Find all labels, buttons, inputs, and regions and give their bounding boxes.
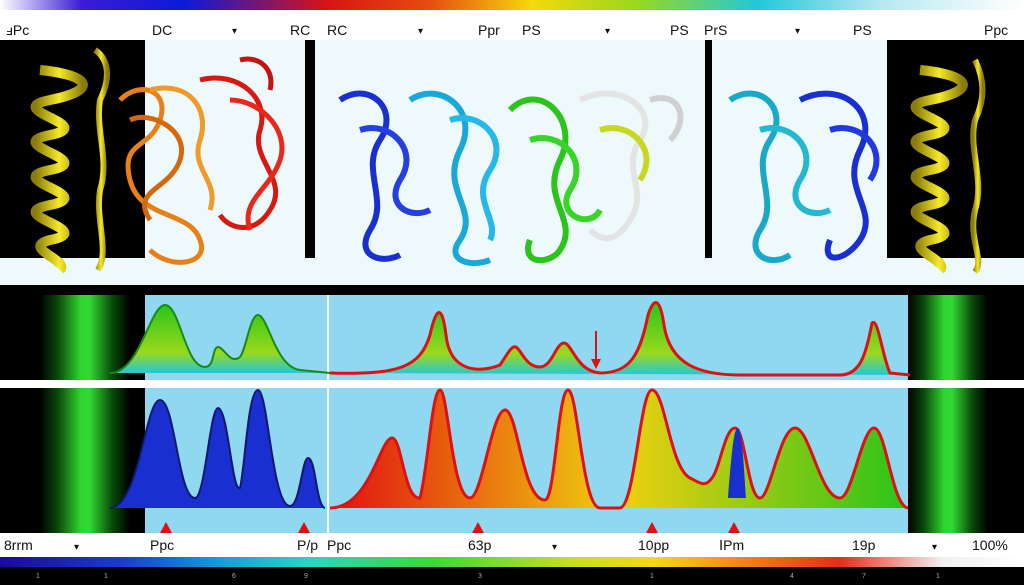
spectrum-1-left-column bbox=[40, 295, 130, 380]
header-label-9: PS bbox=[853, 22, 872, 38]
spectrum-1-divider bbox=[327, 295, 329, 380]
band-gap-2 bbox=[0, 380, 1024, 388]
prs-protein-icon bbox=[728, 90, 880, 264]
spectrum-2-left-column bbox=[40, 388, 130, 533]
scale-tick-4: 9 bbox=[304, 573, 308, 580]
header-label-4: RC bbox=[327, 22, 348, 38]
spectrum-2-divider bbox=[327, 388, 329, 533]
header-tick-3: ▾ bbox=[605, 26, 611, 37]
footer-label-5: 63p bbox=[468, 537, 492, 553]
header-label-2: DC bbox=[152, 22, 173, 38]
ps-protein-icon bbox=[338, 90, 684, 267]
header-label-3: RC bbox=[290, 22, 311, 38]
scale-tick-8: 7 bbox=[862, 573, 866, 580]
header-label-8: PrS bbox=[704, 22, 728, 38]
footer-label-7: ⅠPm bbox=[719, 537, 745, 553]
footer-tick-1: ▾ bbox=[74, 542, 80, 553]
band-gap-1 bbox=[0, 285, 1024, 295]
left-helix-icon bbox=[30, 47, 110, 274]
top-color-bar bbox=[0, 0, 1024, 18]
marker-3-icon bbox=[472, 522, 484, 533]
marker-1-icon bbox=[160, 522, 172, 533]
header-label-5: Ppr bbox=[478, 22, 500, 38]
bottom-color-bar bbox=[0, 557, 1024, 585]
header-label-1: ⅎPc bbox=[6, 22, 30, 38]
marker-4-icon bbox=[646, 522, 658, 533]
footer-label-6: 10pp bbox=[638, 537, 670, 553]
header-tick-1: ▾ bbox=[232, 26, 238, 37]
marker-5-icon bbox=[728, 522, 740, 533]
panel-ps bbox=[315, 40, 705, 278]
footer-label-2: Ppc bbox=[150, 537, 175, 553]
scale-tick-3: 6 bbox=[232, 573, 236, 580]
footer-label-9: 100% bbox=[972, 537, 1008, 553]
spectrum-1-peaks bbox=[109, 301, 911, 377]
dc-rc-protein-icon bbox=[118, 56, 285, 265]
footer-label-8: 19p bbox=[852, 537, 876, 553]
marker-2-icon bbox=[298, 522, 310, 533]
spectrum-1-right-column bbox=[908, 295, 988, 380]
header-tick-4: ▾ bbox=[795, 26, 801, 37]
scale-tick-2: 1 bbox=[104, 573, 108, 580]
spectrum-2-right-column bbox=[908, 388, 988, 533]
protein-structures-image bbox=[30, 47, 986, 274]
scale-tick-7: 4 bbox=[790, 573, 794, 580]
scale-tick-9: 1 bbox=[936, 573, 940, 580]
header-tick-2: ▾ bbox=[418, 26, 424, 37]
footer-label-strip bbox=[0, 533, 1024, 557]
header-strip bbox=[0, 18, 1024, 40]
footer-label-3: P/p bbox=[297, 537, 319, 553]
footer-label-4: Ppc bbox=[327, 537, 352, 553]
header-label-10: Ppc bbox=[984, 22, 1009, 38]
scale-tick-5: 3 bbox=[478, 573, 482, 580]
footer-label-1: 8rrm bbox=[4, 537, 33, 553]
spectrum-2-peaks bbox=[109, 388, 909, 533]
scale-tick-6: 1 bbox=[650, 573, 654, 580]
scale-tick-1: 1 bbox=[36, 573, 40, 580]
header-label-7: PS bbox=[670, 22, 689, 38]
header-label-6: PS bbox=[522, 22, 541, 38]
right-helix-icon bbox=[910, 58, 986, 274]
footer-tick-3: ▾ bbox=[932, 542, 938, 553]
footer-tick-2: ▾ bbox=[552, 542, 558, 553]
